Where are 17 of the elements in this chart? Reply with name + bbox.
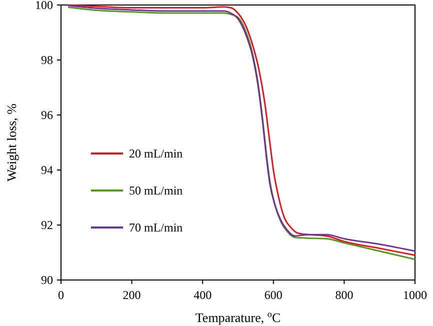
y-tick-label: 98	[41, 53, 53, 67]
y-tick-label: 94	[41, 163, 53, 177]
y-axis-title: Weight loss, %	[4, 103, 19, 182]
x-tick-label: 1000	[403, 288, 427, 302]
legend-label: 20 mL/min	[129, 146, 183, 160]
y-tick-label: 96	[41, 108, 53, 122]
legend-label: 50 mL/min	[129, 184, 183, 198]
y-tick-label: 90	[41, 273, 53, 287]
x-axis-title: Temparature, $^{o}$C	[195, 309, 281, 325]
x-tick-label: 200	[122, 288, 141, 302]
x-tick-label: 800	[335, 288, 354, 302]
x-tick-label: 0	[58, 288, 64, 302]
y-tick-label: 92	[41, 218, 53, 232]
x-tick-label: 600	[264, 288, 282, 302]
y-tick-label: 100	[35, 0, 53, 12]
x-tick-label: 400	[194, 288, 212, 302]
legend-label: 70 mL/min	[129, 220, 183, 234]
